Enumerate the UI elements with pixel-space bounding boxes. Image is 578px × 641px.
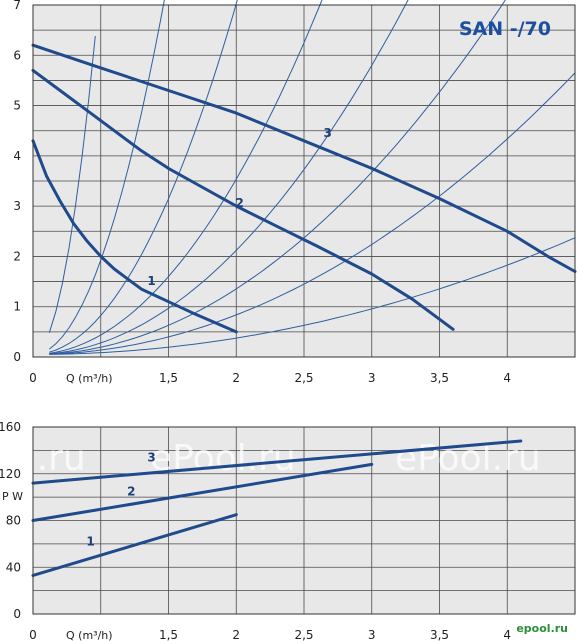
x-tick-label: 3,5: [430, 371, 449, 385]
x-tick-label: 0: [29, 371, 37, 385]
x-tick-label: 1,5: [159, 371, 178, 385]
x-tick-label: 2,5: [294, 628, 313, 641]
x-tick-label: 1,5: [159, 628, 178, 641]
system-curve: [49, 237, 576, 355]
y-tick-label: 4: [13, 149, 21, 163]
x-tick-label: 2: [232, 371, 240, 385]
series-line-1: [31, 513, 238, 577]
power-plot-frame: [32, 426, 576, 615]
y-tick-label: 0: [13, 350, 21, 364]
curve-label-2: 2: [235, 196, 243, 210]
x-tick-label: 0: [29, 628, 37, 641]
curve-label-1: 1: [147, 274, 155, 288]
head-curve-labels: 1 2 3: [147, 126, 332, 288]
curve-label-3: 3: [324, 126, 332, 140]
x-tick-label: 3: [368, 371, 376, 385]
power-curve-labels: 1 2 3: [86, 451, 155, 549]
series-line-2: [31, 68, 455, 331]
chart-title: SAN -/70: [459, 18, 551, 40]
x-tick-label: 4: [503, 371, 511, 385]
y-tick-label: 0: [13, 607, 21, 621]
head-series: [31, 43, 577, 334]
head-plot-frame: [32, 4, 576, 358]
y-tick-label: 120: [0, 467, 21, 481]
head-x-axis-label: Q (m³/h): [66, 372, 113, 385]
y-tick-label: 5: [13, 99, 21, 113]
power-y-ticks: 0 40 80 120 160: [0, 420, 21, 621]
y-tick-label: 7: [13, 0, 21, 12]
y-tick-label: 80: [6, 514, 21, 528]
curve-label-1: 1: [86, 535, 94, 549]
x-tick-label: 4: [503, 628, 511, 641]
y-tick-label: 3: [13, 199, 21, 213]
series-line-3: [31, 43, 577, 273]
y-tick-label: 2: [13, 249, 21, 263]
system-curve: [49, 0, 238, 353]
system-curve: [49, 72, 576, 355]
y-tick-label: 1: [13, 300, 21, 314]
head-x-ticks: 0 1,5 2 2,5 3 3,5 4: [29, 371, 511, 385]
series-line-3: [31, 439, 523, 485]
power-x-axis-label: Q (m³/h): [66, 629, 113, 641]
head-flow-chart: 0 1 2 3 4 5 6 7 0 1,5 2 2,5 3 3,5 4 SAN -/70 Q (m³/h)…: [13, 0, 577, 385]
y-tick-label: 40: [6, 560, 21, 574]
head-y-ticks: 0 1 2 3 4 5 6 7: [13, 0, 21, 364]
x-tick-label: 2,5: [294, 371, 313, 385]
system-curve: [49, 0, 323, 354]
curve-label-3: 3: [147, 451, 155, 465]
curve-label-2: 2: [127, 484, 135, 498]
x-tick-label: 3: [368, 628, 376, 641]
epool-logo: epool.ru: [516, 622, 568, 635]
x-tick-label: 2: [232, 628, 240, 641]
y-tick-label: 6: [13, 48, 21, 62]
y-tick-label: 160: [0, 420, 21, 434]
power-x-ticks: 0 1,5 2 2,5 3 3,5 4: [29, 628, 511, 641]
watermark-text: ePool.ru: [0, 438, 86, 479]
x-tick-label: 3,5: [430, 628, 449, 641]
system-curve: [49, 0, 409, 355]
series-line-1: [31, 139, 238, 334]
power-y-axis-label: P W: [2, 490, 23, 503]
system-curve: [49, 0, 506, 355]
series-line-2: [31, 462, 374, 522]
power-series: [31, 439, 523, 577]
watermark-text: ePool.ru: [150, 438, 296, 479]
